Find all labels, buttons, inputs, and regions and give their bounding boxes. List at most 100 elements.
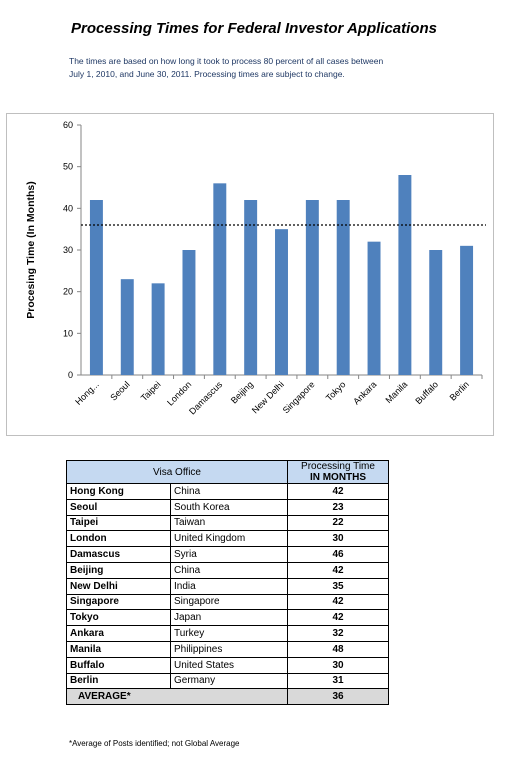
bar xyxy=(244,200,258,375)
city-cell: Tokyo xyxy=(66,609,171,627)
months-cell: 32 xyxy=(287,625,389,642)
average-label: AVERAGE* xyxy=(66,688,171,706)
months-cell: 48 xyxy=(287,640,389,658)
city-cell: Buffalo xyxy=(66,656,171,674)
bar xyxy=(120,279,134,375)
months-cell: 31 xyxy=(287,672,389,690)
months-cell: 42 xyxy=(287,483,389,500)
x-tick-label: Damascus xyxy=(187,379,224,416)
country-cell: Japan xyxy=(170,609,288,627)
header-processing-time-line2: IN MONTHS xyxy=(309,472,367,483)
country-cell: China xyxy=(170,483,288,500)
city-cell: New Delhi xyxy=(66,577,171,595)
header-visa-office: Visa Office xyxy=(66,460,288,484)
bar xyxy=(429,250,443,375)
months-cell: 42 xyxy=(287,609,389,627)
city-cell: Beijing xyxy=(66,561,171,579)
table-row: Beijing China 42 xyxy=(66,561,389,579)
x-tick-label: Seoul xyxy=(108,379,131,402)
months-cell: 23 xyxy=(287,498,389,516)
processing-time-table: Visa Office Processing Time IN MONTHS Ho… xyxy=(66,460,389,706)
table-row: London United Kingdom 30 xyxy=(66,530,389,548)
x-tick-label: Manila xyxy=(383,379,409,405)
table-row: Manila Philippines 48 xyxy=(66,640,389,658)
x-tick-label: Tokyo xyxy=(324,379,348,403)
country-cell: Philippines xyxy=(170,640,288,658)
x-tick-label: Berlin xyxy=(448,379,471,402)
bar xyxy=(151,283,165,375)
country-cell: Taiwan xyxy=(170,514,288,532)
bar xyxy=(89,200,103,375)
city-cell: Manila xyxy=(66,640,171,658)
bar-chart: 0 10 20 30 40 50 60 Procesing Time (In Months) H… xyxy=(25,120,486,416)
table-row: Buffalo United States 30 xyxy=(66,656,389,674)
header-processing-time: Processing Time IN MONTHS xyxy=(287,460,389,484)
months-cell: 30 xyxy=(287,656,389,674)
country-cell: India xyxy=(170,577,288,595)
y-tick-label: 10 xyxy=(63,328,73,338)
country-cell: Germany xyxy=(170,672,288,690)
average-spacer xyxy=(170,688,288,706)
months-cell: 35 xyxy=(287,577,389,595)
average-row: AVERAGE* 36 xyxy=(66,688,389,706)
city-cell: Hong Kong xyxy=(66,483,171,500)
chart-container: 0 10 20 30 40 50 60 Procesing Time (In Months) H… xyxy=(6,113,494,436)
table-row: Singapore Singapore 42 xyxy=(66,593,389,611)
city-cell: Seoul xyxy=(66,498,171,516)
bar xyxy=(213,183,227,375)
table-row: Berlin Germany 31 xyxy=(66,672,389,690)
city-cell: Damascus xyxy=(66,546,171,563)
y-tick-label: 20 xyxy=(63,287,73,297)
months-cell: 22 xyxy=(287,514,389,532)
months-cell: 42 xyxy=(287,561,389,579)
city-cell: London xyxy=(66,530,171,548)
x-tick-label: New Delhi xyxy=(250,379,286,415)
months-cell: 46 xyxy=(287,546,389,563)
country-cell: Singapore xyxy=(170,593,288,611)
bar xyxy=(398,175,412,375)
y-tick-label: 50 xyxy=(63,162,73,172)
country-cell: Syria xyxy=(170,546,288,563)
y-tick-label: 40 xyxy=(63,203,73,213)
months-cell: 30 xyxy=(287,530,389,548)
header-processing-time-line1: Processing Time xyxy=(301,461,375,472)
country-cell: China xyxy=(170,561,288,579)
country-cell: United States xyxy=(170,656,288,674)
footnote: *Average of Posts identified; not Global… xyxy=(69,739,240,748)
table-row: Seoul South Korea 23 xyxy=(66,498,389,516)
city-cell: Ankara xyxy=(66,625,171,642)
x-tick-label: Hong... xyxy=(73,379,101,407)
bar xyxy=(275,229,288,375)
table-body: Hong Kong China 42 Seoul South Korea 23 Taipei… xyxy=(66,483,389,690)
city-cell: Singapore xyxy=(66,593,171,611)
country-cell: United Kingdom xyxy=(170,530,288,548)
country-cell: Turkey xyxy=(170,625,288,642)
x-tick-label: Taipei xyxy=(139,379,163,403)
city-cell: Taipei xyxy=(66,514,171,532)
bar xyxy=(336,200,350,375)
country-cell: South Korea xyxy=(170,498,288,516)
table-row: Hong Kong China 42 xyxy=(66,483,389,500)
y-tick-label: 30 xyxy=(63,245,73,255)
table-row: New Delhi India 35 xyxy=(66,577,389,595)
x-tick-label: Beijing xyxy=(229,379,255,405)
page-title: Processing Times for Federal Investor Ap… xyxy=(71,20,437,37)
bar xyxy=(305,200,319,375)
y-tick-label: 0 xyxy=(68,370,73,380)
x-tick-label: London xyxy=(165,379,193,407)
y-tick-label: 60 xyxy=(63,120,73,130)
bar xyxy=(460,245,474,375)
x-tick-label: Buffalo xyxy=(413,379,440,406)
subtitle: The times are based on how long it took … xyxy=(69,56,384,79)
average-value: 36 xyxy=(287,688,389,706)
table-row: Ankara Turkey 32 xyxy=(66,625,389,642)
bar xyxy=(182,250,196,375)
y-axis-label: Procesing Time (In Months) xyxy=(25,181,37,318)
table-row: Tokyo Japan 42 xyxy=(66,609,389,627)
x-tick-label: Ankara xyxy=(351,379,378,406)
city-cell: Berlin xyxy=(66,672,171,690)
table-row: Damascus Syria 46 xyxy=(66,546,389,563)
months-cell: 42 xyxy=(287,593,389,611)
bar xyxy=(367,241,381,375)
table-row: Taipei Taiwan 22 xyxy=(66,514,389,532)
